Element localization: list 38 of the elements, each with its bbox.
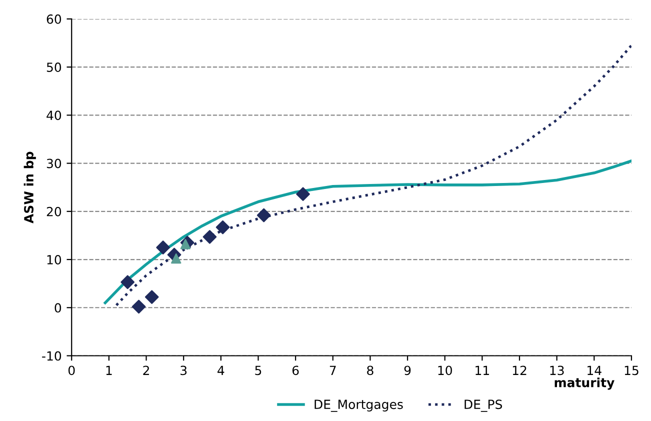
y-tick-label: 10 [47, 254, 62, 264]
x-tick-label: 2 [143, 366, 149, 375]
x-tick-label: 12 [512, 366, 526, 375]
point [202, 230, 217, 244]
x-tick-label: 15 [624, 366, 638, 376]
x-tick-label: 1 [106, 366, 112, 375]
legend-label: DE_Mortgages [314, 400, 403, 412]
point [256, 208, 271, 222]
x-tick-label: 10 [438, 366, 452, 376]
y-tick-label: 0 [54, 303, 62, 313]
y-tick-label: -10 [42, 351, 62, 361]
x-tick-label: 13 [550, 366, 564, 376]
point [144, 290, 159, 304]
line-series [104, 159, 632, 304]
x-tick-label: 7 [330, 366, 336, 375]
point [216, 220, 230, 234]
point [120, 275, 134, 290]
legend-label: DE_PS [464, 400, 502, 412]
y-tick-label: 60 [46, 14, 62, 24]
x-tick-label: 3 [180, 366, 187, 376]
x-tick-label: 6 [292, 366, 299, 376]
x-tick-label: 0 [68, 366, 75, 376]
x-tick-label: 9 [404, 366, 411, 376]
line-series [115, 44, 632, 306]
x-tick-label: 11 [476, 366, 489, 375]
y-tick-label: 20 [46, 206, 62, 216]
y-tick-label: 50 [46, 62, 62, 72]
y-axis-title: ASW in bp [24, 152, 36, 224]
x-tick-label: 8 [367, 366, 374, 376]
x-tick-label: 5 [255, 366, 262, 376]
point [156, 240, 170, 254]
y-tick-label: 30 [46, 158, 62, 168]
x-tick-label: 14 [588, 366, 602, 375]
y-tick-label: 40 [46, 110, 62, 120]
x-axis-title: maturity [554, 378, 614, 390]
x-tick-label: 4 [218, 366, 224, 375]
point [132, 300, 146, 314]
point [296, 187, 310, 201]
